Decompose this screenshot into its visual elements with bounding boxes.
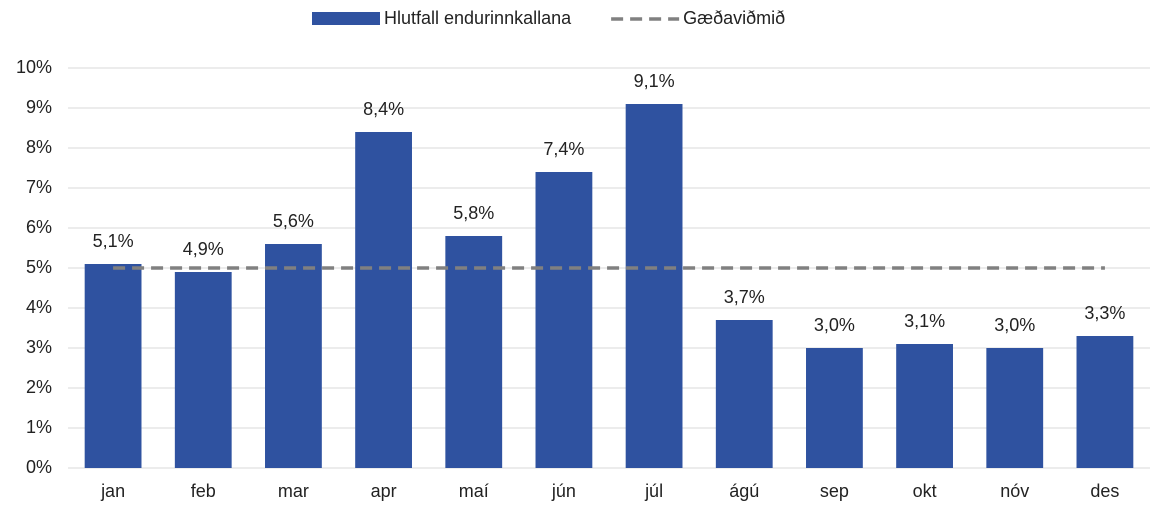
y-tick-label: 1%: [26, 417, 52, 437]
y-tick-label: 0%: [26, 457, 52, 477]
y-tick-label: 5%: [26, 257, 52, 277]
data-label: 5,1%: [93, 231, 134, 251]
y-tick-label: 6%: [26, 217, 52, 237]
bar: [535, 172, 593, 468]
data-label: 9,1%: [634, 71, 675, 91]
bar: [355, 132, 412, 468]
y-tick-label: 9%: [26, 97, 52, 117]
y-tick-label: 4%: [26, 297, 52, 317]
y-tick-label: 8%: [26, 137, 52, 157]
x-tick-label: feb: [191, 481, 216, 501]
bar: [896, 344, 953, 468]
x-tick-label: júl: [644, 481, 663, 501]
legend-label: Hlutfall endurinnkallana: [384, 8, 572, 28]
y-tick-label: 10%: [16, 57, 52, 77]
data-label: 7,4%: [543, 139, 584, 159]
bar: [445, 236, 503, 468]
x-tick-label: apr: [371, 481, 397, 501]
bar: [715, 320, 773, 468]
x-tick-label: maí: [459, 481, 489, 501]
bar: [986, 348, 1044, 468]
data-label: 3,7%: [724, 287, 765, 307]
legend-label: Gæðaviðmið: [683, 8, 785, 28]
y-tick-label: 2%: [26, 377, 52, 397]
bar: [174, 272, 232, 468]
data-label: 5,6%: [273, 211, 314, 231]
y-tick-label: 7%: [26, 177, 52, 197]
x-tick-label: mar: [278, 481, 309, 501]
data-label: 3,3%: [1084, 303, 1125, 323]
x-tick-label: nóv: [1000, 481, 1029, 501]
data-label: 8,4%: [363, 99, 404, 119]
x-tick-label: ágú: [729, 481, 759, 501]
data-label: 5,8%: [453, 203, 494, 223]
data-label: 3,1%: [904, 311, 945, 331]
bar: [625, 104, 683, 468]
x-tick-label: des: [1090, 481, 1119, 501]
x-tick-label: jan: [100, 481, 125, 501]
bar: [806, 348, 863, 468]
y-tick-label: 3%: [26, 337, 52, 357]
data-label: 4,9%: [183, 239, 224, 259]
x-tick-label: okt: [913, 481, 937, 501]
legend-swatch: [312, 12, 380, 25]
x-tick-label: sep: [820, 481, 849, 501]
x-tick-label: jún: [551, 481, 576, 501]
bar: [1076, 336, 1134, 468]
data-label: 3,0%: [994, 315, 1035, 335]
bar: [84, 264, 142, 468]
bar: [265, 244, 322, 468]
data-label: 3,0%: [814, 315, 855, 335]
